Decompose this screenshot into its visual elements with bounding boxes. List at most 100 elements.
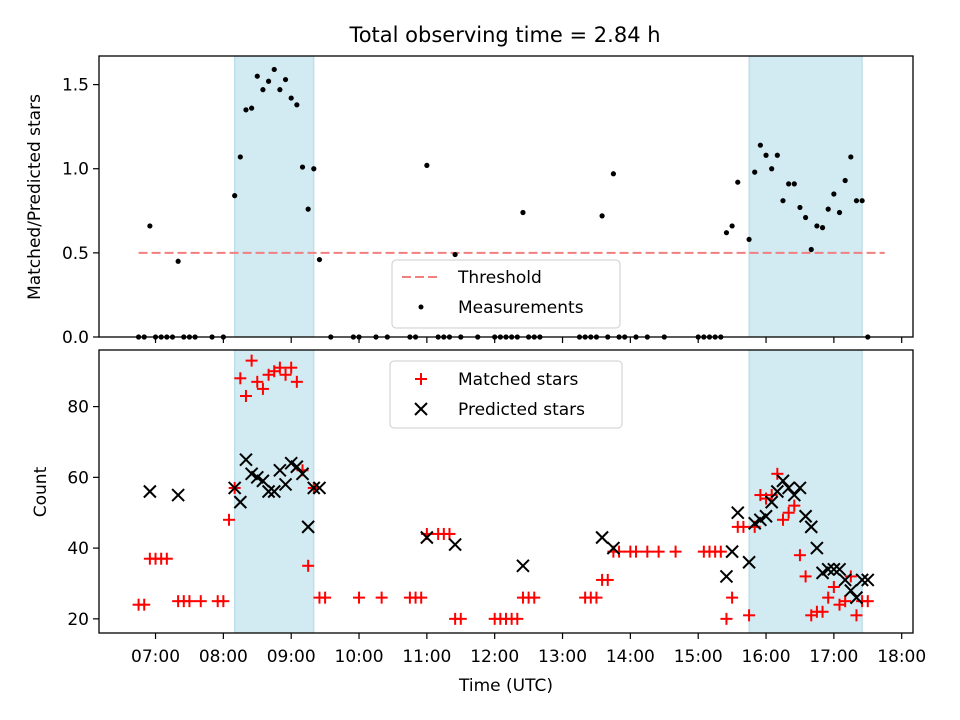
matched-star-point bbox=[239, 389, 252, 402]
predicted-star-point bbox=[827, 562, 841, 577]
predicted-star-point bbox=[787, 488, 801, 502]
bottom-xaxis: 07:00 08:00 09:00 10:00 11:00 12:00 13:00 14:00… bbox=[131, 633, 926, 667]
top-legend-box bbox=[391, 259, 621, 329]
matched-star-point bbox=[415, 591, 428, 604]
measurement-point bbox=[294, 102, 300, 108]
measurement-point bbox=[769, 166, 775, 172]
matched-star-point bbox=[793, 549, 806, 562]
measurement-point bbox=[452, 251, 458, 258]
predicted-star-point bbox=[448, 537, 462, 552]
predicted-star-point bbox=[832, 562, 847, 577]
predicted-star-point bbox=[295, 467, 310, 481]
measurement-point bbox=[729, 223, 735, 229]
matched-star-point bbox=[601, 573, 614, 586]
measurement-point bbox=[232, 193, 238, 199]
matched-star-point bbox=[844, 570, 857, 583]
measurement-point bbox=[808, 246, 814, 253]
measurement-point bbox=[305, 206, 311, 212]
top-axes-frame bbox=[98, 55, 914, 338]
bottom-ytick-label: 20 bbox=[67, 610, 89, 630]
top-panel: 0.0 0.5 1.0 1.5 Matched/Predicted stars Thr… bbox=[25, 55, 914, 348]
predicted-star-point bbox=[793, 481, 807, 495]
legend-matched-label: Matched stars bbox=[458, 370, 578, 390]
matched-star-point bbox=[726, 591, 739, 604]
measurement-point bbox=[819, 225, 826, 231]
predicted-star-point bbox=[312, 481, 327, 495]
matched-star-point bbox=[454, 612, 467, 625]
matched-star-point bbox=[714, 545, 727, 558]
matched-star-point bbox=[782, 506, 795, 519]
predicted-star-point bbox=[595, 530, 609, 545]
measurement-point bbox=[610, 171, 617, 177]
predicted-star-point bbox=[516, 559, 530, 573]
measurement-point bbox=[859, 198, 865, 204]
bottom-xtick-label: 15:00 bbox=[674, 647, 723, 667]
predicted-star-point bbox=[171, 488, 185, 502]
matched-star-point bbox=[183, 595, 196, 608]
measurement-point bbox=[836, 209, 843, 216]
legend-threshold-label: Threshold bbox=[457, 268, 542, 288]
measurement-point bbox=[237, 154, 243, 160]
bottom-legend-box bbox=[389, 360, 623, 429]
matched-star-point bbox=[256, 382, 269, 395]
measurement-point bbox=[147, 223, 153, 229]
top-spans bbox=[234, 55, 863, 338]
predicted-star-point bbox=[719, 569, 734, 584]
predicted-star-point bbox=[861, 573, 875, 587]
bottom-ylabel: Count bbox=[31, 466, 51, 517]
matched-star-point bbox=[353, 591, 366, 604]
bottom-ytick-label: 40 bbox=[67, 539, 89, 559]
bottom-legend: Matched stars Predicted stars bbox=[389, 360, 623, 429]
measurement-point bbox=[757, 142, 763, 148]
matched-star-point bbox=[285, 361, 298, 374]
legend-measurements-swatch bbox=[418, 304, 424, 310]
bottom-xtick-label: 08:00 bbox=[199, 647, 248, 667]
matched-star-point bbox=[765, 489, 778, 502]
predicted-star-point bbox=[725, 544, 739, 559]
matched-star-point bbox=[223, 513, 236, 526]
predicted-star-point bbox=[798, 509, 813, 523]
measurement-point bbox=[825, 206, 831, 212]
measurement-point bbox=[243, 107, 249, 113]
top-ytick-label: 1.0 bbox=[62, 160, 89, 180]
predicted-star-point bbox=[267, 484, 281, 499]
matched-star-point bbox=[788, 499, 801, 512]
measurement-point bbox=[735, 179, 741, 185]
matched-star-point bbox=[827, 581, 840, 594]
matched-star-point bbox=[160, 552, 173, 565]
measurement-point bbox=[299, 164, 306, 170]
matched-star-point bbox=[511, 612, 524, 625]
matched-star-point bbox=[319, 591, 332, 604]
measurement-point bbox=[786, 181, 792, 187]
matched-star-point bbox=[217, 595, 230, 608]
matched-star-point bbox=[822, 591, 835, 604]
bottom-xlabel: Time (UTC) bbox=[458, 676, 553, 696]
measurement-point bbox=[752, 169, 758, 175]
predicted-star-point bbox=[290, 460, 304, 474]
matched-star-point bbox=[613, 545, 626, 558]
matched-star-point bbox=[776, 513, 789, 526]
matched-star-point bbox=[799, 570, 812, 583]
top-ytick-label: 0.0 bbox=[62, 328, 89, 348]
bottom-yaxis: 20 40 60 80 bbox=[67, 398, 99, 630]
legend-predicted-swatch bbox=[414, 402, 428, 416]
chart-title: Total observing time = 2.84 h bbox=[348, 23, 660, 47]
top-ytick-label: 0.5 bbox=[62, 244, 89, 264]
bottom-xtick-label: 16:00 bbox=[742, 647, 791, 667]
bottom-xtick-label: 09:00 bbox=[267, 647, 316, 667]
top-yaxis: 0.0 0.5 1.0 1.5 bbox=[62, 76, 99, 348]
measurement-point bbox=[723, 230, 730, 236]
measurement-point bbox=[282, 76, 289, 83]
predicted-star-point bbox=[770, 484, 785, 499]
predicted-star-point bbox=[256, 474, 270, 488]
predicted-star-point bbox=[804, 520, 818, 534]
matched-star-point bbox=[528, 591, 541, 604]
predicted-star-point bbox=[307, 481, 321, 495]
matched-star-point bbox=[630, 545, 643, 558]
predicted-star-point bbox=[759, 509, 773, 523]
predicted-star-point bbox=[301, 520, 315, 534]
top-ytick-label: 1.5 bbox=[62, 76, 89, 96]
predicted-star-point bbox=[849, 590, 864, 605]
measurement-point bbox=[763, 152, 769, 158]
